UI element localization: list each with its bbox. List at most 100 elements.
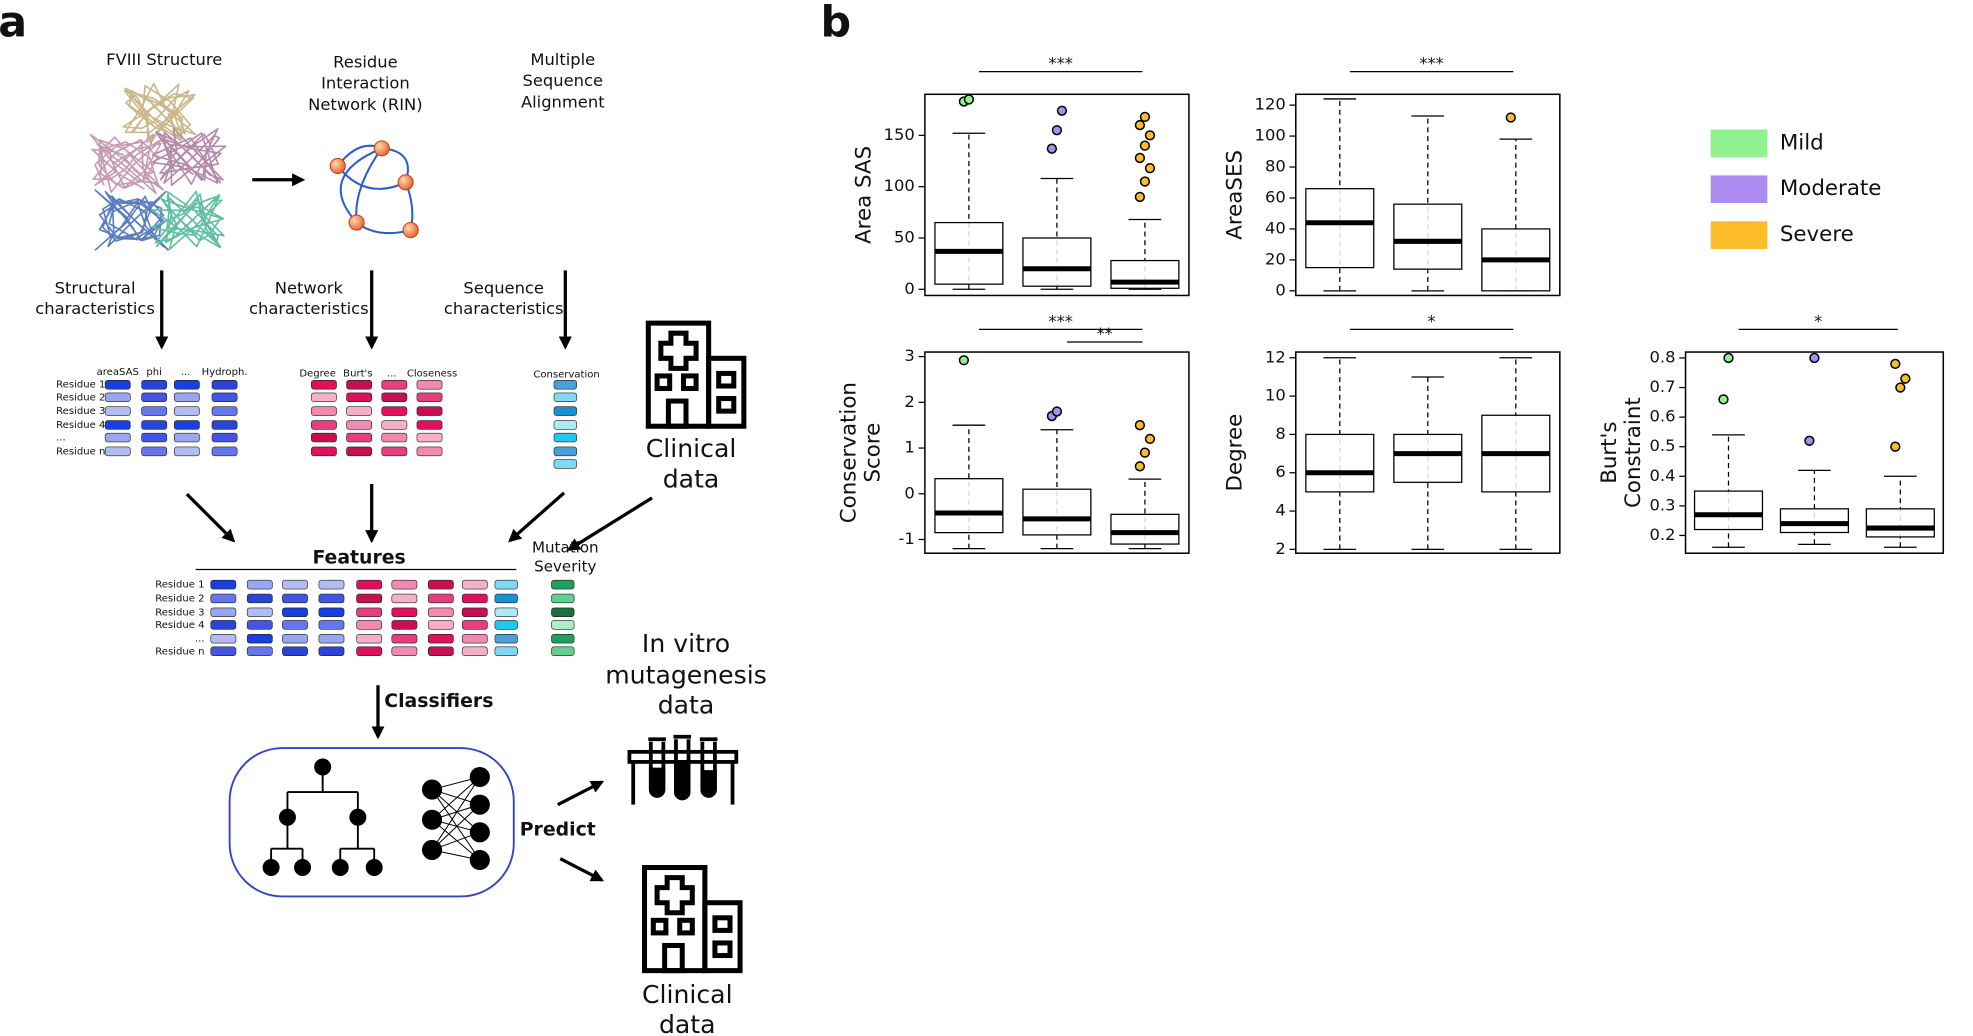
- feature-cell: [311, 406, 337, 416]
- feature-cell: [104, 432, 131, 443]
- label: Predict: [520, 819, 596, 840]
- outlier: [1134, 152, 1146, 164]
- label: Network: [275, 279, 344, 298]
- feature-cell: [391, 593, 418, 604]
- feature-cell: [461, 579, 488, 590]
- feature-cell: [346, 406, 373, 416]
- outlier: [958, 355, 970, 366]
- neuron: [421, 779, 443, 800]
- outlier: [1505, 112, 1516, 123]
- feature-cell: [282, 646, 308, 656]
- feature-cell: [173, 446, 200, 457]
- y-tick-label: 80: [1265, 157, 1286, 176]
- feature-cell: [461, 620, 488, 630]
- column-header: Burt's: [343, 368, 372, 379]
- decision-tree: [262, 758, 383, 877]
- y-tick-label: 2: [904, 392, 914, 411]
- feature-cell: [461, 593, 488, 604]
- outlier: [1139, 140, 1151, 151]
- label: data: [663, 464, 720, 493]
- feature-cell: [416, 392, 443, 403]
- protein-chain: [151, 127, 227, 187]
- box: [1022, 488, 1092, 536]
- classifier-box: [228, 747, 515, 898]
- feature-cell: [381, 432, 408, 443]
- y-tick-label: -1: [899, 529, 915, 548]
- feature-cell: [391, 633, 418, 644]
- neuron: [469, 794, 490, 815]
- y-axis-label: AreaSES: [1222, 150, 1247, 240]
- y-tick-label: 150: [884, 125, 915, 144]
- column-header: ...: [387, 368, 397, 379]
- hospital-icon: [648, 323, 744, 426]
- feature-cell: [311, 380, 337, 390]
- feature-cell: [461, 633, 488, 644]
- protein-chain: [94, 189, 169, 251]
- neuron: [469, 849, 490, 871]
- feature-cell: [211, 432, 238, 443]
- box: [1305, 433, 1375, 493]
- box: [934, 478, 1004, 534]
- neuron: [469, 822, 490, 843]
- y-tick-label: 0.4: [1650, 466, 1676, 485]
- protein-chain: [122, 82, 197, 145]
- feature-cell: [494, 633, 518, 644]
- feature-cell: [318, 607, 345, 618]
- y-tick-label: 10: [1265, 386, 1286, 405]
- feature-cell: [553, 380, 577, 390]
- outlier: [1139, 447, 1151, 458]
- row-label: Residue 1: [155, 580, 204, 591]
- plot-frame: [1684, 351, 1945, 554]
- y-tick-label: 12: [1265, 347, 1286, 366]
- feature-cell: [141, 406, 168, 416]
- feature-cell: [553, 406, 577, 416]
- outlier: [1890, 358, 1901, 370]
- feature-cell: [211, 392, 238, 403]
- label: characteristics: [444, 299, 564, 318]
- feature-cell: [356, 579, 383, 590]
- feature-cell: [246, 607, 273, 618]
- legend-label: Mild: [1780, 130, 1824, 155]
- legend-swatch: [1710, 221, 1768, 249]
- feature-cell: [553, 420, 577, 430]
- feature-cell: [210, 607, 237, 618]
- feature-cell: [551, 593, 575, 604]
- feature-cell: [551, 620, 575, 630]
- feature-cell: [141, 420, 168, 430]
- row-label: Residue 2: [155, 593, 204, 604]
- significance-label: ***: [1048, 311, 1073, 330]
- label: Multiple: [530, 50, 595, 69]
- box: [1305, 188, 1375, 269]
- feature-cell: [318, 633, 345, 644]
- feature-cell: [311, 392, 337, 403]
- feature-cell: [346, 432, 373, 443]
- feature-cell: [553, 432, 577, 443]
- label: data: [659, 1010, 716, 1036]
- feature-cell: [246, 593, 273, 604]
- row-label: Residue n: [155, 646, 204, 657]
- feature-cell: [551, 607, 575, 618]
- feature-cell: [141, 392, 168, 403]
- feature-cell: [381, 406, 408, 416]
- y-tick-label: 100: [1255, 126, 1286, 145]
- outlier: [1809, 352, 1820, 364]
- row-label: ...: [56, 433, 66, 444]
- label: Sequence: [463, 279, 544, 298]
- label: characteristics: [35, 299, 155, 318]
- feature-cell: [104, 446, 131, 457]
- edge: [431, 789, 481, 833]
- protein-chain: [89, 133, 165, 195]
- row-label: ...: [195, 634, 205, 645]
- arrow: [508, 491, 566, 543]
- y-tick-label: 1: [904, 438, 914, 457]
- significance-label: ***: [1419, 54, 1443, 73]
- feature-cell: [356, 607, 383, 618]
- y-tick-label: 0.2: [1650, 525, 1676, 544]
- feature-cell: [210, 646, 237, 656]
- y-tick-label: 3: [904, 346, 914, 365]
- label: In vitro: [642, 629, 730, 658]
- feature-cell: [381, 392, 408, 403]
- y-tick-label: 0.8: [1650, 347, 1676, 366]
- test-tubes: [627, 734, 739, 805]
- column-header: phi: [146, 367, 162, 378]
